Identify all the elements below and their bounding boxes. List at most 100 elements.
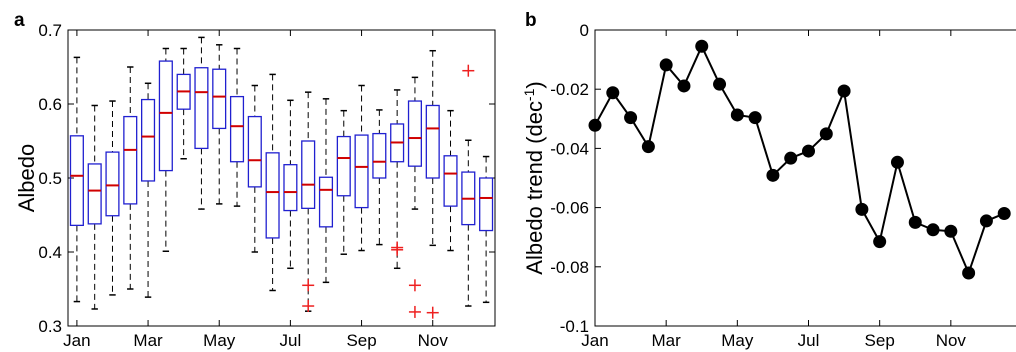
trend-point — [713, 77, 727, 91]
y-axis-label-superscript: -1 — [521, 88, 537, 101]
panel-a-label: a — [14, 10, 25, 31]
box-8 — [194, 36, 209, 210]
x-tick-label-a: May — [203, 331, 236, 350]
box-body — [479, 177, 494, 232]
trend-point — [730, 108, 744, 122]
trend-point — [837, 84, 851, 98]
box-body — [194, 67, 209, 150]
trend-panel: -0.1 -0.08 -0.06 -0.04 -0.02 0 Jan Mar May Jul Sep… — [521, 21, 1016, 350]
box-20 — [407, 76, 422, 210]
x-tick-label-b: Jul — [798, 331, 820, 350]
y-tick-label-a: 0.3 — [38, 317, 62, 336]
x-tick-label-b: May — [721, 331, 754, 350]
y-tick-label-b: -0.06 — [550, 199, 589, 218]
outlier-marker — [391, 243, 404, 256]
box-3 — [105, 100, 120, 296]
outlier-marker — [302, 279, 315, 292]
x-tick-label-b: Mar — [652, 331, 682, 350]
box-21 — [425, 49, 440, 247]
box-18 — [372, 109, 387, 246]
box-body — [229, 95, 245, 163]
outlier-marker — [408, 305, 421, 318]
box-body — [336, 135, 351, 197]
box-24 — [479, 155, 494, 304]
trend-point — [962, 266, 976, 280]
box-body — [123, 115, 138, 205]
trend-point — [890, 155, 904, 169]
box-23 — [461, 139, 476, 307]
y-tick-label-b: -0.02 — [550, 80, 589, 99]
panel-b-label: b — [525, 10, 537, 31]
box-body — [158, 60, 173, 172]
trend-point — [997, 207, 1011, 221]
y-tick-label-a: 0.4 — [38, 243, 62, 262]
box-body — [318, 176, 334, 228]
x-tick-label-a: Jul — [280, 331, 302, 350]
outlier-marker — [426, 306, 439, 319]
trend-point — [855, 202, 869, 216]
trend-point — [926, 223, 940, 237]
y-axis-label-text: Albedo trend (dec — [522, 101, 547, 275]
x-tick-label-b: Nov — [936, 331, 967, 350]
box-body — [283, 164, 298, 212]
x-tick-label-a: Mar — [133, 331, 163, 350]
box-body — [247, 115, 262, 188]
box-1 — [69, 56, 84, 303]
box-body — [69, 135, 84, 227]
box-6 — [158, 47, 173, 253]
x-tick-label-a: Nov — [418, 331, 449, 350]
box-body — [354, 134, 369, 209]
box-17 — [354, 84, 369, 252]
y-tick-label-a: 0.5 — [38, 169, 62, 188]
y-tick-label-a: 0.7 — [38, 21, 62, 40]
box-4 — [123, 66, 138, 290]
x-tick-label-b: Jan — [581, 331, 608, 350]
trend-point — [748, 111, 762, 125]
trend-point — [979, 214, 993, 228]
x-tick-label-a: Sep — [346, 331, 376, 350]
box-body — [301, 140, 316, 209]
box-14 — [301, 91, 316, 312]
box-body — [105, 151, 120, 217]
x-tick-label-b: Sep — [865, 331, 895, 350]
trend-point — [695, 39, 709, 53]
y-tick-label-b: -0.04 — [550, 139, 589, 158]
y-tick-label-a: 0.6 — [38, 95, 62, 114]
box-22 — [443, 109, 458, 252]
box-body — [141, 98, 156, 182]
plot-area-b — [594, 29, 1016, 327]
box-12 — [265, 73, 280, 292]
trend-point — [641, 140, 655, 154]
trend-point — [766, 168, 780, 182]
box-body — [372, 132, 387, 179]
trend-point — [908, 215, 922, 229]
trend-point — [944, 224, 958, 238]
box-9 — [212, 44, 227, 205]
trend-point — [819, 127, 833, 141]
trend-point — [659, 58, 673, 72]
box-body — [87, 163, 102, 225]
outlier-marker — [408, 279, 421, 292]
box-16 — [336, 109, 351, 255]
y-tick-label-b: 0 — [580, 21, 589, 40]
trend-point — [784, 151, 798, 165]
box-2 — [87, 104, 102, 310]
outlier-marker — [302, 300, 315, 313]
trend-point — [802, 144, 815, 158]
trend-point — [588, 118, 602, 132]
y-axis-label-close: ) — [522, 81, 547, 88]
trend-point — [606, 86, 620, 100]
y-tick-label-b: -0.08 — [550, 258, 589, 277]
trend-point — [624, 111, 638, 125]
y-tick-label-b: -0.1 — [560, 317, 589, 336]
y-axis-label-b: Albedo trend (dec-1) — [521, 81, 547, 274]
box-15 — [318, 98, 334, 284]
trend-point — [873, 235, 887, 249]
box-7 — [176, 47, 191, 160]
box-11 — [247, 84, 262, 253]
box-13 — [283, 99, 298, 270]
trend-point — [677, 79, 691, 93]
box-body — [212, 68, 227, 130]
box-5 — [141, 82, 156, 298]
